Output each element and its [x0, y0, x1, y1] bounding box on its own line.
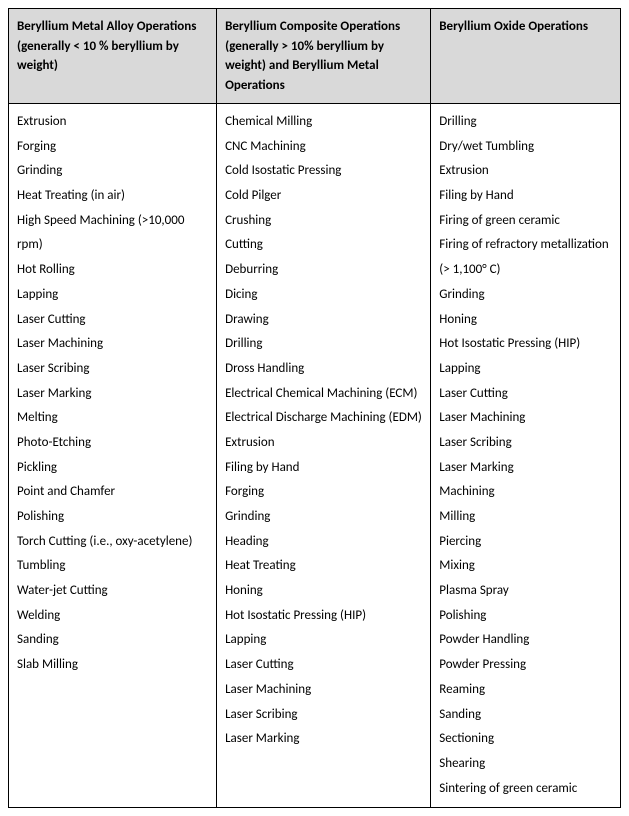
list-item: Polishing: [17, 505, 208, 530]
list-item: Laser Scribing: [439, 431, 612, 456]
list-item: Photo-Etching: [17, 431, 208, 456]
list-item: Laser Cutting: [17, 308, 208, 333]
list-item: Forging: [225, 480, 422, 505]
list-item: Mixing: [439, 554, 612, 579]
list-item: Cold Pilger: [225, 184, 422, 209]
list-item: Sectioning: [439, 727, 612, 752]
list-item: Laser Cutting: [439, 382, 612, 407]
list-item: Lapping: [17, 283, 208, 308]
list-item: Lapping: [225, 628, 422, 653]
table-header-row: Beryllium Metal Alloy Operations (genera…: [9, 9, 621, 104]
list-item: Laser Machining: [17, 332, 208, 357]
list-item: Laser Marking: [17, 382, 208, 407]
list-item: Torch Cutting (i.e., oxy-acetylene): [17, 530, 208, 555]
list-item: Extrusion: [225, 431, 422, 456]
list-item: Machining: [439, 480, 612, 505]
list-item: Electrical Chemical Machining (ECM): [225, 382, 422, 407]
list-item: Welding: [17, 604, 208, 629]
list-item: Deburring: [225, 258, 422, 283]
list-item: Dross Handling: [225, 357, 422, 382]
list-item: Laser Marking: [439, 456, 612, 481]
list-item: Tumbling: [17, 554, 208, 579]
beryllium-operations-table: Beryllium Metal Alloy Operations (genera…: [8, 8, 621, 808]
list-item: Extrusion: [17, 110, 208, 135]
list-item: Firing of refractory metallization (> 1,…: [439, 233, 612, 282]
list-item: Laser Machining: [439, 406, 612, 431]
list-item: Cold Isostatic Pressing: [225, 159, 422, 184]
col-header-3: Beryllium Oxide Operations: [431, 9, 621, 104]
list-item: Electrical Discharge Machining (EDM): [225, 406, 422, 431]
list-item: Grinding: [17, 159, 208, 184]
list-item: Dicing: [225, 283, 422, 308]
list-item: Honing: [225, 579, 422, 604]
list-item: Point and Chamfer: [17, 480, 208, 505]
list-item: Sintering of green ceramic: [439, 777, 612, 802]
list-item: Chemical Milling: [225, 110, 422, 135]
list-item: Laser Machining: [225, 678, 422, 703]
col1-cell: ExtrusionForgingGrindingHeat Treating (i…: [9, 104, 217, 808]
list-item: Filing by Hand: [439, 184, 612, 209]
list-item: Sanding: [439, 703, 612, 728]
list-item: Grinding: [439, 283, 612, 308]
list-item: Melting: [17, 406, 208, 431]
list-item: Laser Cutting: [225, 653, 422, 678]
list-item: Cutting: [225, 233, 422, 258]
list-item: Water-jet Cutting: [17, 579, 208, 604]
list-item: Reaming: [439, 678, 612, 703]
list-item: Milling: [439, 505, 612, 530]
list-item: Piercing: [439, 530, 612, 555]
list-item: Heading: [225, 530, 422, 555]
list-item: Grinding: [225, 505, 422, 530]
list-item: Firing of green ceramic: [439, 209, 612, 234]
list-item: Drilling: [439, 110, 612, 135]
list-item: Heat Treating: [225, 554, 422, 579]
list-item: High Speed Machining (>10,000 rpm): [17, 209, 208, 258]
list-item: Extrusion: [439, 159, 612, 184]
list-item: Polishing: [439, 604, 612, 629]
col3-cell: DrillingDry/wet TumblingExtrusionFiling …: [431, 104, 621, 808]
list-item: Lapping: [439, 357, 612, 382]
table-body-row: ExtrusionForgingGrindingHeat Treating (i…: [9, 104, 621, 808]
list-item: Honing: [439, 308, 612, 333]
list-item: Hot Isostatic Pressing (HIP): [225, 604, 422, 629]
list-item: Powder Handling: [439, 628, 612, 653]
list-item: Filing by Hand: [225, 456, 422, 481]
list-item: Heat Treating (in air): [17, 184, 208, 209]
list-item: Hot Isostatic Pressing (HIP): [439, 332, 612, 357]
col-header-2: Beryllium Composite Operations (generall…: [217, 9, 431, 104]
list-item: Hot Rolling: [17, 258, 208, 283]
list-item: Shearing: [439, 752, 612, 777]
list-item: Laser Marking: [225, 727, 422, 752]
list-item: Sanding: [17, 628, 208, 653]
list-item: CNC Machining: [225, 135, 422, 160]
list-item: Slab Milling: [17, 653, 208, 678]
list-item: Dry/wet Tumbling: [439, 135, 612, 160]
list-item: Pickling: [17, 456, 208, 481]
list-item: Laser Scribing: [17, 357, 208, 382]
col-header-1: Beryllium Metal Alloy Operations (genera…: [9, 9, 217, 104]
list-item: Drilling: [225, 332, 422, 357]
list-item: Crushing: [225, 209, 422, 234]
col2-cell: Chemical MillingCNC MachiningCold Isosta…: [217, 104, 431, 808]
list-item: Plasma Spray: [439, 579, 612, 604]
list-item: Powder Pressing: [439, 653, 612, 678]
list-item: Drawing: [225, 308, 422, 333]
list-item: Laser Scribing: [225, 703, 422, 728]
list-item: Forging: [17, 135, 208, 160]
